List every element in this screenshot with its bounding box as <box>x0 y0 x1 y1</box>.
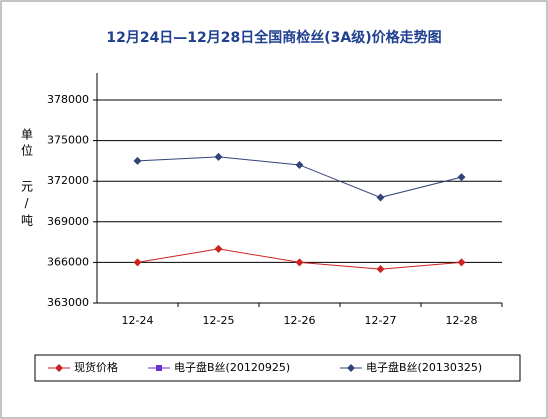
y-axis-label: 单位 <box>20 128 34 160</box>
y-tick-label: 372000 <box>47 174 89 187</box>
legend-label: 电子盘B丝(20120925) <box>174 360 290 374</box>
point <box>295 258 304 267</box>
x-tick-label: 12-28 <box>446 314 478 327</box>
point <box>376 193 385 202</box>
point <box>457 173 466 182</box>
x-tick-label: 12-24 <box>122 314 154 327</box>
y-tick-label: 366000 <box>47 255 89 268</box>
point <box>214 244 223 253</box>
y-tick-label: 369000 <box>47 215 89 228</box>
y-axis-label: 元/吨 <box>20 180 34 230</box>
point <box>133 156 142 165</box>
legend-marker <box>156 365 162 371</box>
y-tick-label: 375000 <box>47 134 89 147</box>
legend-marker <box>347 364 355 372</box>
legend-label: 现货价格 <box>74 360 118 374</box>
point <box>295 160 304 169</box>
y-tick-label: 363000 <box>47 296 89 309</box>
point <box>133 258 142 267</box>
point <box>457 258 466 267</box>
legend-marker <box>55 364 63 372</box>
legend-box <box>34 354 521 382</box>
legend-label: 电子盘B丝(20130325) <box>366 360 482 374</box>
y-tick-label: 378000 <box>47 93 89 106</box>
point <box>214 152 223 161</box>
x-tick-label: 12-26 <box>284 314 316 327</box>
x-tick-label: 12-25 <box>203 314 235 327</box>
point <box>376 265 385 274</box>
x-tick-label: 12-27 <box>365 314 397 327</box>
chart-title: 12月24日—12月28日全国商检丝(3A级)价格走势图 <box>106 29 441 46</box>
